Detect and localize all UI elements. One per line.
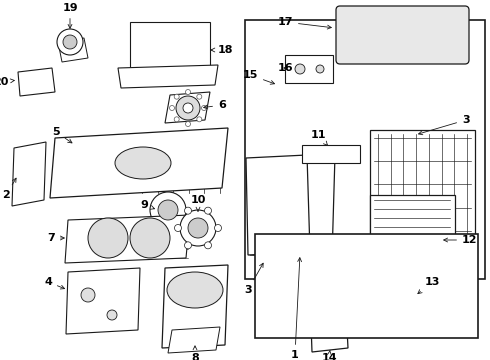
Bar (370, 195, 455, 270)
Ellipse shape (115, 147, 171, 179)
Circle shape (316, 65, 324, 73)
Text: 1: 1 (291, 258, 301, 360)
Circle shape (183, 103, 193, 113)
Circle shape (201, 105, 206, 111)
Polygon shape (12, 142, 46, 206)
Circle shape (180, 210, 216, 246)
Polygon shape (165, 92, 210, 123)
Circle shape (197, 94, 202, 99)
Circle shape (174, 117, 179, 122)
Text: 3: 3 (244, 263, 263, 295)
Polygon shape (18, 68, 55, 96)
Polygon shape (50, 128, 228, 198)
Text: 15: 15 (243, 70, 274, 84)
Text: 11: 11 (310, 130, 327, 145)
Text: 5: 5 (52, 127, 72, 143)
Polygon shape (168, 327, 220, 353)
FancyBboxPatch shape (336, 6, 469, 64)
Circle shape (81, 288, 95, 302)
Circle shape (57, 29, 83, 55)
Polygon shape (162, 265, 228, 348)
Circle shape (204, 242, 212, 249)
Circle shape (185, 207, 192, 214)
Circle shape (107, 310, 117, 320)
Text: 14: 14 (321, 350, 337, 360)
Text: 16: 16 (277, 63, 293, 73)
Circle shape (88, 218, 128, 258)
Text: 20: 20 (0, 77, 14, 87)
Text: 7: 7 (47, 233, 64, 243)
Polygon shape (390, 290, 432, 317)
Circle shape (158, 200, 178, 220)
Polygon shape (66, 268, 140, 334)
Text: 9: 9 (140, 200, 154, 210)
Text: 10: 10 (190, 195, 206, 211)
Text: 13: 13 (418, 277, 440, 294)
Circle shape (174, 94, 179, 99)
Circle shape (188, 218, 208, 238)
Circle shape (150, 192, 186, 228)
Polygon shape (246, 155, 310, 255)
Bar (370, 130, 475, 285)
Polygon shape (58, 38, 88, 62)
Bar (302, 145, 360, 163)
Circle shape (204, 207, 212, 214)
Circle shape (197, 117, 202, 122)
Circle shape (176, 96, 200, 120)
Polygon shape (250, 155, 335, 258)
Circle shape (186, 122, 191, 126)
Bar (255, 234, 478, 338)
Polygon shape (65, 215, 190, 263)
Ellipse shape (167, 272, 223, 308)
Circle shape (174, 225, 181, 231)
Circle shape (295, 64, 305, 74)
Text: 8: 8 (191, 346, 199, 360)
Circle shape (63, 35, 77, 49)
Text: 17: 17 (277, 17, 331, 29)
Text: 3: 3 (418, 115, 469, 135)
Polygon shape (118, 65, 218, 88)
Circle shape (185, 242, 192, 249)
Text: 2: 2 (2, 178, 16, 200)
Circle shape (130, 218, 170, 258)
Text: 12: 12 (444, 235, 477, 245)
Text: 19: 19 (62, 3, 78, 28)
Bar (285, 55, 333, 83)
Polygon shape (310, 290, 348, 352)
Text: 6: 6 (204, 100, 226, 110)
Bar (245, 20, 485, 279)
Bar (130, 22, 210, 82)
Text: 18: 18 (211, 45, 234, 55)
Circle shape (215, 225, 221, 231)
Circle shape (186, 90, 191, 94)
Circle shape (170, 105, 174, 111)
Text: 4: 4 (44, 277, 65, 289)
